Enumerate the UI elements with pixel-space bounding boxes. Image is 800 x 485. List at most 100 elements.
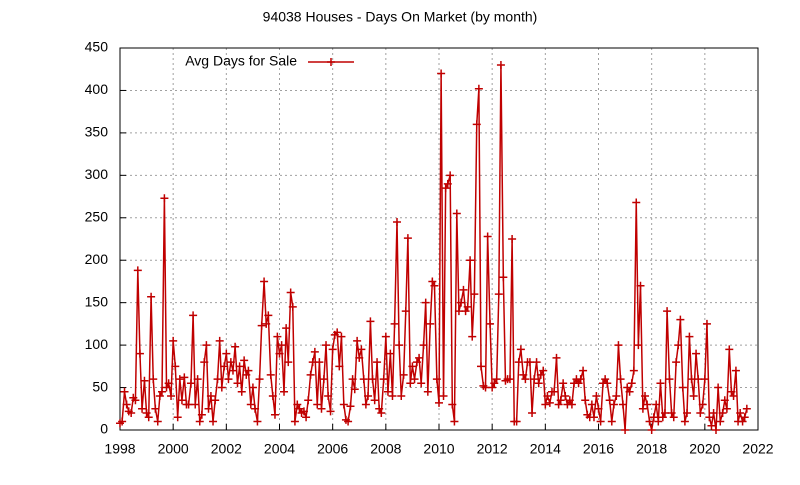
data-point: [224, 375, 233, 384]
data-point: [310, 347, 319, 356]
data-point: [738, 417, 747, 426]
data-point: [680, 417, 689, 426]
data-point: [257, 321, 266, 330]
data-point: [366, 317, 375, 326]
data-point: [231, 342, 240, 351]
data-point: [534, 379, 543, 388]
data-point: [505, 375, 514, 384]
data-point: [193, 375, 202, 384]
data-point: [280, 387, 289, 396]
data-point: [716, 417, 725, 426]
data-point: [539, 366, 548, 375]
data-point: [293, 400, 302, 409]
data-point: [383, 387, 392, 396]
data-point: [202, 341, 211, 350]
data-point: [722, 404, 731, 413]
data-point: [652, 400, 661, 409]
data-point: [678, 383, 687, 392]
data-point: [244, 366, 253, 375]
data-point: [468, 332, 477, 341]
x-tick-label: 2020: [689, 441, 720, 457]
data-point: [459, 285, 468, 294]
data-point: [672, 358, 681, 367]
data-point: [339, 400, 348, 409]
data-point: [390, 319, 399, 328]
data-point: [727, 387, 736, 396]
legend-label: Avg Days for Sale: [185, 53, 297, 69]
data-point: [616, 375, 625, 384]
data-point: [164, 379, 173, 388]
data-point: [346, 402, 355, 411]
data-point: [556, 396, 565, 405]
data-point: [634, 341, 643, 350]
data-point: [421, 298, 430, 307]
data-point: [286, 288, 295, 297]
data-point: [632, 198, 641, 207]
data-point: [461, 307, 470, 316]
data-point: [288, 302, 297, 311]
data-point: [729, 392, 738, 401]
data-point: [705, 413, 714, 422]
data-point: [649, 413, 658, 422]
data-point: [641, 392, 650, 401]
data-point: [399, 370, 408, 379]
data-point: [627, 379, 636, 388]
data-point: [492, 375, 501, 384]
data-point: [658, 413, 667, 422]
data-point: [700, 375, 709, 384]
data-point: [158, 387, 167, 396]
data-point: [180, 373, 189, 382]
data-point: [151, 404, 160, 413]
data-point: [486, 319, 495, 328]
data-point: [740, 413, 749, 422]
data-point: [169, 336, 178, 345]
data-point: [118, 417, 127, 426]
data-point: [186, 379, 195, 388]
data-point: [448, 400, 457, 409]
data-point: [574, 379, 583, 388]
data-point: [333, 328, 342, 337]
data-point: [144, 413, 153, 422]
data-point: [348, 375, 357, 384]
data-point: [147, 292, 156, 301]
data-point: [607, 417, 616, 426]
data-point: [401, 307, 410, 316]
x-tick-label: 2014: [530, 441, 561, 457]
data-point: [685, 332, 694, 341]
data-point: [131, 396, 140, 405]
data-point: [306, 370, 315, 379]
data-point: [328, 345, 337, 354]
data-point: [122, 400, 131, 409]
data-point: [543, 392, 552, 401]
data-point: [237, 387, 246, 396]
data-point: [173, 413, 182, 422]
data-point: [355, 353, 364, 362]
x-tick-label: 2010: [423, 441, 454, 457]
data-point: [676, 315, 685, 324]
data-point: [519, 370, 528, 379]
data-point: [463, 302, 472, 311]
data-point: [417, 379, 426, 388]
data-point: [711, 426, 720, 434]
data-point: [379, 375, 388, 384]
data-point: [579, 366, 588, 375]
data-point: [536, 370, 545, 379]
data-point: [477, 362, 486, 371]
data-point: [408, 362, 417, 371]
data-point: [587, 400, 596, 409]
data-point: [388, 392, 397, 401]
data-point: [386, 349, 395, 358]
data-point: [211, 396, 220, 405]
data-point: [195, 417, 204, 426]
data-point: [554, 400, 563, 409]
data-point: [669, 413, 678, 422]
data-point: [290, 417, 299, 426]
data-point: [171, 362, 180, 371]
data-point: [589, 413, 598, 422]
data-point: [235, 362, 244, 371]
data-point: [596, 417, 605, 426]
data-point: [446, 171, 455, 180]
data-point: [629, 366, 638, 375]
data-point: [450, 417, 459, 426]
data-point: [217, 383, 226, 392]
